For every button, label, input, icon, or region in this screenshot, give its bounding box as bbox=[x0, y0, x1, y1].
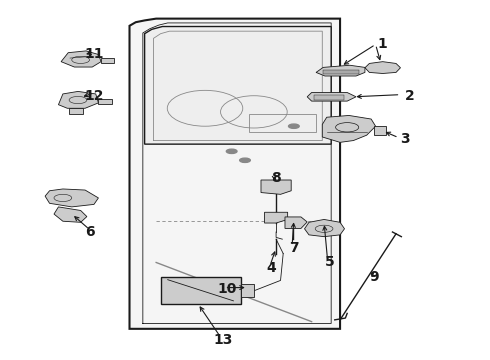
Bar bbox=[249, 114, 316, 132]
Text: 10: 10 bbox=[218, 282, 237, 296]
Polygon shape bbox=[54, 207, 87, 222]
Text: 1: 1 bbox=[378, 37, 388, 51]
Circle shape bbox=[289, 124, 299, 129]
Polygon shape bbox=[129, 19, 340, 329]
Text: 11: 11 bbox=[84, 48, 104, 62]
Polygon shape bbox=[285, 217, 307, 228]
Polygon shape bbox=[101, 58, 114, 63]
Polygon shape bbox=[374, 126, 386, 135]
Circle shape bbox=[226, 149, 237, 153]
Polygon shape bbox=[323, 69, 359, 74]
Polygon shape bbox=[314, 95, 344, 100]
Polygon shape bbox=[365, 62, 400, 73]
Polygon shape bbox=[161, 277, 241, 304]
Text: 5: 5 bbox=[324, 256, 334, 270]
Polygon shape bbox=[69, 108, 83, 114]
Polygon shape bbox=[307, 93, 356, 101]
Polygon shape bbox=[265, 212, 288, 223]
Text: 8: 8 bbox=[271, 171, 281, 185]
Polygon shape bbox=[145, 27, 331, 144]
Polygon shape bbox=[316, 65, 365, 76]
Polygon shape bbox=[304, 220, 344, 237]
Text: 13: 13 bbox=[213, 333, 232, 347]
Text: 2: 2 bbox=[404, 89, 414, 103]
Polygon shape bbox=[58, 91, 98, 108]
Text: 3: 3 bbox=[400, 132, 410, 146]
Polygon shape bbox=[61, 51, 101, 67]
Text: 7: 7 bbox=[289, 241, 299, 255]
Polygon shape bbox=[261, 180, 291, 194]
Text: 12: 12 bbox=[84, 89, 104, 103]
Text: 6: 6 bbox=[85, 225, 95, 239]
Polygon shape bbox=[45, 189, 98, 207]
Polygon shape bbox=[241, 284, 254, 297]
Circle shape bbox=[240, 158, 250, 162]
Polygon shape bbox=[322, 116, 376, 142]
Text: 9: 9 bbox=[369, 270, 379, 284]
Text: 4: 4 bbox=[267, 261, 276, 275]
Polygon shape bbox=[98, 99, 112, 104]
